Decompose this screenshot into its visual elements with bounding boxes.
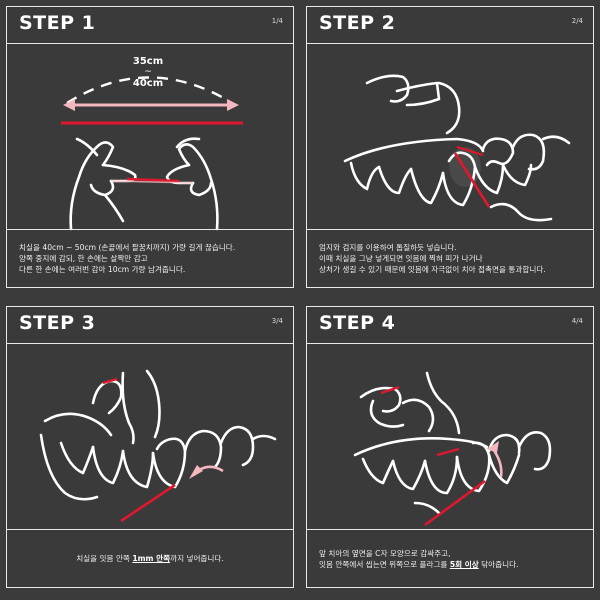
step-4-description: 앞 치아의 옆면을 C자 모양으로 감싸주고, 잇몸 안쪽에서 씹는면 위쪽으로…	[307, 529, 593, 587]
step-2-line: 이때 치실을 그냥 넣게되면 잇몸에 찍혀 피가 나거나	[319, 254, 483, 263]
measure-top-label: 35cm	[133, 56, 163, 67]
step-1-title: STEP 1	[19, 12, 96, 34]
step-3-description: 치실을 잇몸 안쪽 1mm 안쪽까지 넣어줍니다.	[7, 529, 293, 587]
step-2-counter: 2/4	[571, 17, 583, 25]
step-1-line: 다른 한 손에는 여러번 감아 10cm 가량 남겨줍니다.	[19, 265, 186, 274]
step-4-highlight: 5회 이상	[449, 559, 479, 569]
measure-tilde: ~	[144, 67, 152, 77]
step-1-counter: 1/4	[271, 17, 283, 25]
arrow-left-icon	[63, 99, 75, 111]
floss-upper	[102, 377, 118, 385]
step-1-illustration: 35cm ~ 40cm	[61, 56, 243, 231]
step-3-counter: 3/4	[271, 317, 283, 325]
step-3-illustration	[39, 369, 277, 523]
teeth-and-fingers-icon	[343, 74, 571, 222]
step-3-card: STEP 3 3/4 치실을 잇몸 안쪽 1mm 안쪽까지 넣어줍니다.	[6, 306, 294, 588]
teeth-and-fingers-icon	[39, 369, 277, 501]
step-1-header: STEP 1 1/4	[7, 7, 293, 44]
step-1-card: STEP 1 1/4 35cm ~ 40cm 치실을 40cm ~ 50cm (…	[6, 6, 294, 288]
step-3-title: STEP 3	[19, 312, 96, 334]
floss-between-hands	[126, 177, 180, 183]
step-3-header: STEP 3 3/4	[7, 307, 293, 344]
floss-line	[453, 152, 491, 208]
step-1-line: 치실을 40cm ~ 50cm (손끝에서 팔꿈치까지) 가량 길게 끊습니다.	[19, 243, 236, 252]
step-4-card: STEP 4 4/4 앞 치아의 옆면을 C자 모양으로 감싸주고, 잇몸 안쪽…	[306, 306, 594, 588]
step-3-highlight: 1mm 안쪽	[132, 554, 171, 563]
step-4-line-1: 앞 치아의 옆면을 C자 모양으로 감싸주고,	[319, 548, 451, 558]
step-3-line: 치실을 잇몸 안쪽 1mm 안쪽까지 넣어줍니다.	[76, 553, 224, 564]
step-1-description: 치실을 40cm ~ 50cm (손끝에서 팔꿈치까지) 가량 길게 끊습니다.…	[7, 229, 293, 287]
step-3-text-before: 치실을 잇몸 안쪽	[76, 554, 133, 563]
step-4-illustration	[353, 371, 552, 527]
step-4-title: STEP 4	[319, 312, 396, 334]
step-2-line: 엄지와 검지를 이용하여 톱질하듯 넣습니다.	[319, 243, 457, 252]
floss-line	[120, 483, 176, 523]
floss-loop-line	[110, 180, 194, 184]
step-4-line-2: 잇몸 안쪽에서 씹는면 위쪽으로 플라그를 5회 이상 닦아줍니다.	[319, 559, 581, 570]
floss-line	[424, 479, 486, 527]
step-3-text-after: 까지 넣어줍니다.	[170, 554, 224, 563]
step-4-header: STEP 4 4/4	[307, 307, 593, 344]
measure-bottom-label: 40cm	[133, 78, 163, 89]
step-2-illustration	[343, 74, 571, 222]
step-2-card: STEP 2 2/4 엄지와 검지를 이용하여 톱질하듯 넣습니다. 이때 치실…	[306, 6, 594, 288]
arrow-icon	[189, 465, 203, 479]
teeth-and-fingers-icon	[353, 371, 552, 515]
step-4-text-before: 잇몸 안쪽에서 씹는면 위쪽으로 플라그를	[319, 559, 450, 569]
step-2-title: STEP 2	[319, 12, 396, 34]
step-4-counter: 4/4	[571, 317, 583, 325]
arrow-right-icon	[227, 99, 239, 111]
hands-icon	[69, 137, 219, 231]
measure-arc	[66, 76, 230, 105]
step-4-text-after: 닦아줍니다.	[478, 559, 519, 569]
step-2-description: 엄지와 검지를 이용하여 톱질하듯 넣습니다. 이때 치실을 그냥 넣게되면 잇…	[307, 229, 593, 287]
step-1-line: 양쪽 중지에 감되, 한 손에는 살짝만 감고	[19, 254, 148, 263]
step-2-header: STEP 2 2/4	[307, 7, 593, 44]
floss-upper	[456, 146, 484, 156]
arrow-up-icon	[487, 441, 499, 453]
floss-c-wrap	[436, 447, 460, 457]
floss-upper	[380, 385, 400, 395]
step-2-line: 상처가 생길 수 있기 때문에 잇몸에 자극없이 치아 접촉면을 통과합니다.	[319, 265, 546, 274]
